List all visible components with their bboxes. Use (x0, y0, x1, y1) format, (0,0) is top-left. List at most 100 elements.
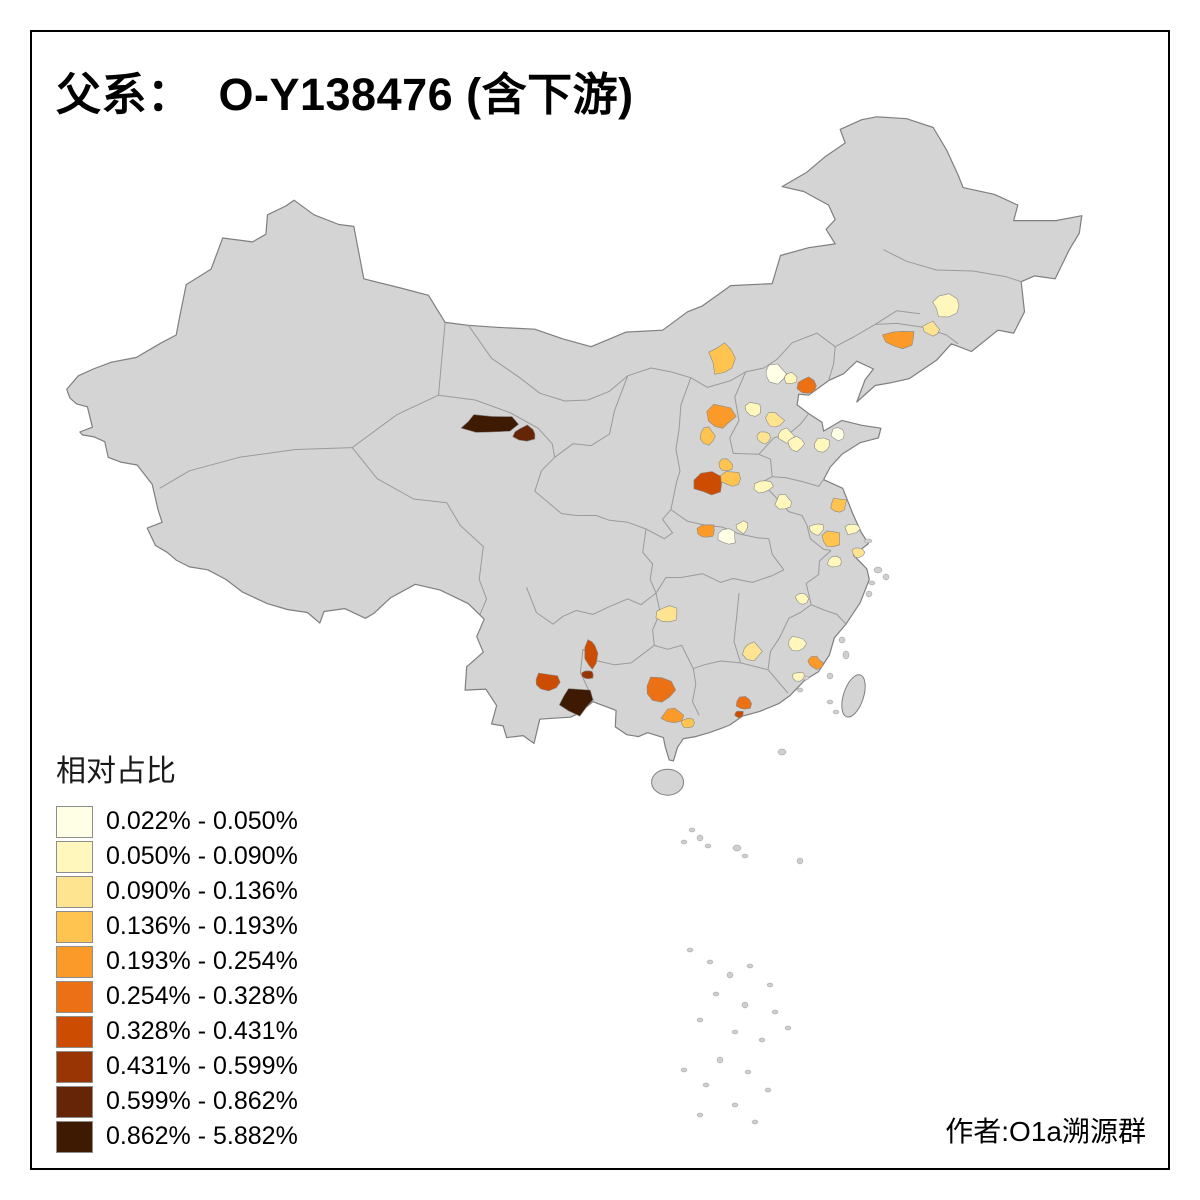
legend-label: 0.193% - 0.254% (106, 947, 298, 975)
legend-label: 0.022% - 0.050% (106, 807, 298, 835)
island-mark (784, 1025, 792, 1031)
colored-region (558, 688, 594, 717)
colored-region (808, 523, 824, 536)
legend-label: 0.090% - 0.136% (106, 877, 298, 905)
colored-region (830, 427, 845, 442)
colored-region (512, 424, 536, 442)
colored-region (718, 458, 734, 472)
legend-swatch (56, 1085, 93, 1118)
legend-swatch (56, 1050, 93, 1083)
island-mark (865, 590, 873, 598)
colored-region (765, 363, 787, 385)
legend-label: 0.599% - 0.862% (106, 1087, 298, 1115)
legend-item: 0.050% - 0.090% (56, 839, 298, 874)
legend-swatch (56, 945, 93, 978)
legend-item: 0.328% - 0.431% (56, 1014, 298, 1049)
island-mark (873, 566, 883, 574)
island-mark (802, 675, 810, 681)
island-mark (796, 857, 804, 865)
island-mark (731, 1102, 739, 1108)
island-mark (686, 947, 694, 953)
island-mark (832, 709, 840, 715)
island-mark (680, 1067, 688, 1073)
legend-label: 0.136% - 0.193% (106, 912, 298, 940)
colored-region (774, 493, 792, 510)
hainan-island (651, 768, 685, 796)
island-mark (842, 650, 850, 660)
legend-title: 相对占比 (56, 755, 176, 788)
colored-region (827, 555, 842, 568)
colored-region (844, 523, 861, 536)
legend-items: 0.022% - 0.050% 0.050% - 0.090% 0.090% - 0… (56, 804, 298, 1154)
colored-region (708, 342, 736, 375)
island-mark (838, 636, 846, 644)
colored-region (765, 412, 785, 428)
island-mark (741, 1001, 749, 1009)
legend-item: 0.136% - 0.193% (56, 909, 298, 944)
colored-region (791, 672, 805, 682)
colored-region (753, 480, 774, 494)
colored-region (830, 497, 847, 513)
colored-region (796, 376, 817, 394)
colored-region (735, 520, 749, 535)
colored-region (535, 672, 561, 692)
island-mark (696, 1017, 704, 1023)
legend-item: 0.599% - 0.862% (56, 1084, 298, 1119)
island-mark (826, 699, 834, 705)
colored-region (706, 403, 737, 429)
colored-region (646, 676, 677, 703)
colored-region (735, 696, 752, 710)
legend-swatch (56, 840, 93, 873)
legend-swatch (56, 875, 93, 908)
colored-region (922, 320, 940, 337)
legend-item: 0.090% - 0.136% (56, 874, 298, 909)
taiwan-island (841, 674, 866, 718)
island-mark (764, 1087, 772, 1093)
legend-item: 0.862% - 5.882% (56, 1119, 298, 1154)
legend-swatch (56, 980, 93, 1013)
island-mark (731, 1029, 739, 1035)
legend-swatch (56, 910, 93, 943)
island-marks (680, 538, 890, 1125)
map-outline (66, 116, 1083, 796)
island-mark (777, 748, 787, 756)
colored-region (788, 635, 807, 652)
legend-swatch (56, 805, 93, 838)
legend-label: 0.254% - 0.328% (106, 982, 298, 1010)
island-mark (688, 827, 696, 833)
colored-region (814, 437, 830, 453)
legend-item: 0.022% - 0.050% (56, 804, 298, 839)
island-mark (696, 1112, 704, 1118)
colored-region (460, 414, 519, 433)
island-mark (732, 844, 742, 852)
island-mark (758, 1037, 766, 1043)
island-mark (868, 580, 876, 586)
island-mark (882, 573, 890, 581)
colored-region (693, 471, 722, 496)
legend-item: 0.254% - 0.328% (56, 979, 298, 1014)
legend-item: 0.193% - 0.254% (56, 944, 298, 979)
island-mark (796, 687, 804, 693)
island-mark (702, 1082, 710, 1088)
colored-region (699, 426, 716, 446)
colored-region (807, 655, 824, 670)
colored-region (932, 293, 960, 318)
colored-region (821, 530, 841, 547)
island-mark (826, 672, 834, 680)
island-mark (771, 1009, 779, 1015)
colored-region (734, 710, 744, 719)
colored-region (655, 605, 678, 623)
colored-region (787, 436, 806, 453)
island-mark (716, 1056, 724, 1064)
colored-region (794, 592, 809, 605)
legend-label: 0.328% - 0.431% (106, 1017, 298, 1045)
legend-label: 0.431% - 0.599% (106, 1052, 298, 1080)
legend-label: 0.050% - 0.090% (106, 842, 298, 870)
colored-region (584, 639, 599, 670)
legend: 相对占比 0.022% - 0.050% 0.050% - 0.090% 0.090… (56, 746, 298, 1154)
author-credit: 作者:O1a溯源群 (945, 1116, 1146, 1147)
colored-region (882, 330, 915, 350)
map-title: 父系： O-Y138476 (含下游) (56, 69, 634, 120)
colored-region (742, 641, 763, 662)
